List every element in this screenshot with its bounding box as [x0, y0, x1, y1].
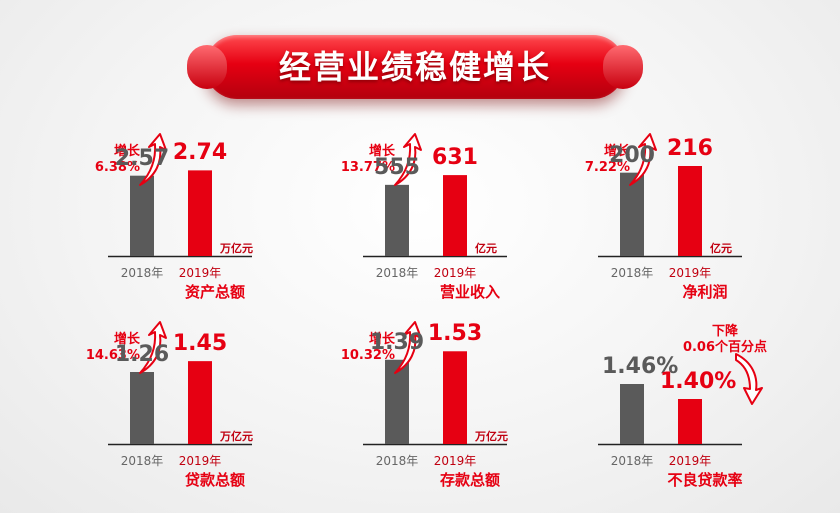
bar-2018	[130, 372, 154, 444]
bar-chart	[598, 133, 742, 258]
year-label: 2019年	[433, 266, 477, 280]
bar-2019	[188, 170, 212, 256]
change-label: 增长 13.77%	[325, 144, 395, 176]
year-label: 2019年	[668, 454, 712, 468]
unit-label: 万亿元	[220, 430, 253, 443]
value-label-2018: 555	[374, 154, 420, 180]
change-label-line: 下降	[711, 324, 738, 339]
bar-chart	[598, 353, 763, 446]
trend-up-icon	[394, 133, 422, 186]
bar-2019	[188, 361, 212, 444]
unit-label: 亿元	[710, 242, 732, 255]
chart-panel: 下降 0.06个百分点 1.46% 1.40% 2018年 2019年不良贷款率	[590, 318, 820, 489]
change-label-line: 6.38%	[94, 160, 140, 175]
change-label-line: 增长	[113, 144, 140, 159]
chart-title: 贷款总额	[184, 471, 245, 489]
trend-up-icon	[139, 133, 167, 186]
year-label: 2018年	[610, 454, 654, 468]
year-label: 2018年	[120, 266, 164, 280]
value-label-2019: 216	[667, 136, 713, 161]
chart-panel: 增长 10.32% 1.39 1.53 万亿元 2018年 2019年存款总额	[341, 318, 585, 489]
value-label-2019: 631	[432, 145, 478, 171]
year-label: 2019年	[178, 266, 222, 280]
chart-panel: 增长 7.22% 200 216 亿元 2018年 2019年净利润	[585, 130, 820, 301]
change-label: 下降 0.06个百分点	[660, 324, 790, 356]
change-label-line: 增长	[603, 144, 630, 159]
year-label: 2018年	[375, 454, 419, 468]
year-label: 2018年	[610, 266, 654, 280]
bar-2018	[130, 175, 154, 256]
bar-2019	[443, 175, 467, 256]
year-label: 2019年	[433, 454, 477, 468]
unit-label: 亿元	[475, 242, 497, 255]
value-label-2019: 2.74	[172, 140, 228, 166]
unit-label: 万亿元	[220, 242, 253, 255]
change-label: 增长 6.38%	[70, 144, 140, 176]
year-label: 2018年	[120, 454, 164, 468]
value-label-2019: 1.40%	[660, 369, 737, 394]
bar-chart	[363, 133, 507, 258]
change-label: 增长 10.32%	[325, 332, 395, 364]
chart-title: 资产总额	[184, 283, 245, 301]
value-label-2018: 1.46%	[602, 354, 679, 379]
trend-up-icon	[394, 321, 422, 374]
change-label-line: 增长	[368, 332, 395, 347]
unit-label: 万亿元	[475, 430, 508, 443]
value-label-2018: 2.57	[114, 145, 170, 171]
bar-2018	[620, 384, 644, 444]
value-label-2019: 1.45	[172, 331, 228, 357]
title-banner: 经营业绩稳健增长	[187, 35, 643, 99]
year-label: 2018年	[375, 266, 419, 280]
bar-2018	[385, 359, 409, 444]
bar-2019	[443, 351, 467, 444]
trend-up-icon	[139, 321, 167, 374]
change-label-line: 0.06个百分点	[682, 340, 768, 355]
change-label-line: 增长	[113, 332, 140, 347]
value-label-2019: 1.53	[427, 321, 483, 347]
banner-left-cap	[187, 45, 227, 89]
value-label-2018: 1.39	[369, 329, 425, 355]
chart-panel: 增长 6.38% 2.57 2.74 万亿元 2018年 2019年资产总额	[95, 130, 330, 301]
bar-chart	[363, 321, 507, 446]
change-label-line: 增长	[368, 144, 395, 159]
bar-chart	[108, 133, 252, 258]
bar-2019	[678, 166, 702, 256]
year-label: 2019年	[668, 266, 712, 280]
change-label: 增长 7.22%	[560, 144, 630, 176]
chart-title: 存款总额	[439, 471, 500, 489]
bar-2018	[385, 184, 409, 256]
banner-right-cap	[603, 45, 643, 89]
change-label-line: 14.63%	[85, 348, 140, 363]
change-label-line: 10.32%	[340, 348, 395, 363]
chart-title: 不良贷款率	[667, 471, 743, 489]
change-label-line: 13.77%	[340, 160, 395, 175]
value-label-2018: 200	[609, 142, 655, 168]
chart-panel: 增长 14.63% 1.26 1.45 万亿元 2018年 2019年贷款总额	[86, 318, 330, 489]
trend-up-icon	[629, 133, 657, 186]
value-label-2018: 1.26	[114, 342, 170, 367]
bar-chart	[108, 321, 252, 446]
change-label: 增长 14.63%	[70, 332, 140, 364]
bar-2018	[620, 172, 644, 256]
trend-down-icon	[735, 353, 763, 405]
chart-title: 营业收入	[439, 283, 500, 301]
year-label: 2019年	[178, 454, 222, 468]
chart-title: 净利润	[682, 283, 728, 301]
bar-2019	[678, 399, 702, 444]
change-label-line: 7.22%	[584, 160, 630, 175]
banner-title: 经营业绩稳健增长	[278, 48, 551, 86]
chart-panel: 增长 13.77% 555 631 亿元 2018年 2019年营业收入	[341, 130, 585, 301]
